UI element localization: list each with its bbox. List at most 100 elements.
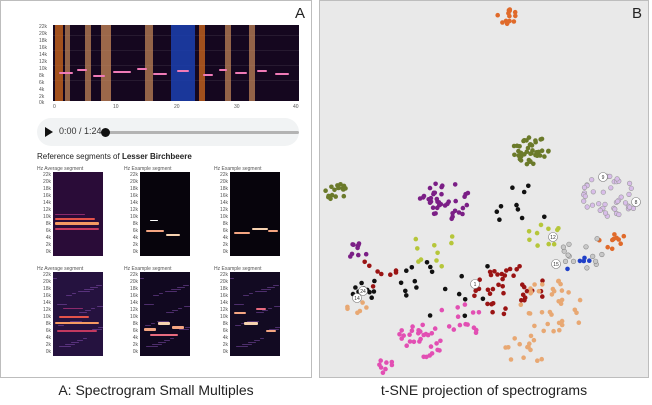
tsne-point[interactable] — [384, 360, 389, 365]
mini-spectrogram[interactable] — [140, 172, 190, 256]
highlighted-segment[interactable] — [65, 25, 70, 101]
cluster-label[interactable]: 1 — [470, 279, 480, 289]
tsne-point[interactable] — [612, 206, 618, 212]
tsne-point[interactable] — [410, 324, 415, 329]
mini-spectrogram[interactable] — [53, 172, 103, 256]
tsne-point[interactable] — [558, 301, 564, 307]
tsne-point[interactable] — [332, 187, 337, 193]
tsne-point[interactable] — [540, 278, 545, 284]
tsne-point[interactable] — [329, 192, 335, 198]
tsne-point[interactable] — [377, 362, 382, 368]
tsne-point[interactable] — [417, 196, 423, 201]
tsne-point[interactable] — [532, 282, 537, 287]
tsne-point[interactable] — [524, 288, 530, 294]
tsne-point[interactable] — [439, 191, 444, 197]
cluster-label[interactable]: 12 — [548, 232, 558, 242]
tsne-point[interactable] — [581, 184, 588, 191]
cluster-label[interactable]: 15 — [551, 259, 561, 269]
tsne-point[interactable] — [621, 233, 627, 239]
tsne-point[interactable] — [526, 135, 532, 140]
tsne-point[interactable] — [485, 301, 490, 307]
tsne-point[interactable] — [428, 344, 434, 349]
tsne-point[interactable] — [503, 306, 508, 311]
tsne-point[interactable] — [508, 357, 514, 362]
tsne-point[interactable] — [413, 236, 419, 242]
tsne-point[interactable] — [433, 181, 438, 187]
tsne-point[interactable] — [565, 252, 571, 258]
tsne-point[interactable] — [464, 202, 470, 208]
tsne-point[interactable] — [427, 185, 433, 191]
tsne-point[interactable] — [534, 150, 540, 156]
tsne-point[interactable] — [587, 258, 592, 264]
tsne-point[interactable] — [435, 347, 440, 353]
tsne-point[interactable] — [429, 331, 435, 336]
tsne-point[interactable] — [514, 143, 520, 149]
tsne-point[interactable] — [424, 260, 430, 265]
tsne-point[interactable] — [489, 301, 494, 307]
tsne-point[interactable] — [556, 320, 562, 326]
tsne-point[interactable] — [566, 241, 572, 247]
tsne-point[interactable] — [539, 136, 545, 142]
tsne-point[interactable] — [502, 273, 508, 278]
tsne-point[interactable] — [581, 258, 587, 264]
tsne-point[interactable] — [528, 333, 534, 339]
tsne-point[interactable] — [497, 217, 502, 222]
tsne-point[interactable] — [471, 325, 477, 331]
tsne-point[interactable] — [541, 328, 546, 334]
tsne-point[interactable] — [534, 230, 540, 236]
tsne-point[interactable] — [407, 332, 412, 338]
tsne-point[interactable] — [559, 288, 565, 293]
tsne-point[interactable] — [527, 237, 532, 243]
tsne-point[interactable] — [433, 211, 438, 216]
tsne-point[interactable] — [608, 185, 614, 191]
tsne-point[interactable] — [399, 328, 404, 333]
tsne-point[interactable] — [521, 138, 526, 144]
tsne-point[interactable] — [367, 289, 372, 295]
highlighted-segment[interactable] — [225, 25, 231, 101]
tsne-point[interactable] — [589, 177, 595, 183]
tsne-point[interactable] — [501, 290, 506, 296]
tsne-point[interactable] — [372, 278, 377, 284]
tsne-point[interactable] — [500, 284, 505, 289]
tsne-point[interactable] — [492, 269, 497, 274]
tsne-point[interactable] — [456, 210, 462, 215]
tsne-point[interactable] — [404, 268, 409, 274]
tsne-point[interactable] — [602, 201, 608, 207]
tsne-point[interactable] — [565, 266, 570, 272]
tsne-point[interactable] — [452, 182, 458, 187]
tsne-point[interactable] — [463, 321, 468, 327]
tsne-point[interactable] — [371, 289, 377, 294]
tsne-point[interactable] — [389, 359, 395, 365]
tsne-point[interactable] — [521, 189, 527, 195]
tsne-point[interactable] — [504, 268, 509, 273]
tsne-point[interactable] — [614, 176, 620, 182]
tsne-point[interactable] — [583, 244, 589, 250]
tsne-point[interactable] — [451, 327, 457, 332]
tsne-point[interactable] — [459, 273, 464, 279]
play-icon[interactable] — [45, 127, 53, 137]
tsne-point[interactable] — [462, 313, 468, 319]
tsne-point[interactable] — [455, 305, 460, 310]
tsne-point[interactable] — [570, 258, 577, 265]
tsne-point[interactable] — [546, 241, 551, 247]
tsne-point[interactable] — [353, 285, 358, 290]
tsne-point[interactable] — [495, 272, 500, 277]
tsne-point[interactable] — [438, 338, 443, 344]
tsne-point[interactable] — [533, 139, 538, 145]
tsne-point[interactable] — [599, 251, 605, 258]
tsne-point[interactable] — [341, 183, 347, 189]
tsne-point[interactable] — [590, 253, 596, 259]
tsne-point[interactable] — [582, 193, 588, 199]
tsne-point[interactable] — [500, 20, 505, 25]
tsne-point[interactable] — [535, 243, 540, 248]
tsne-point[interactable] — [445, 201, 450, 207]
tsne-point[interactable] — [345, 306, 350, 312]
tsne-point[interactable] — [528, 347, 533, 353]
tsne-point[interactable] — [519, 215, 525, 221]
tsne-point[interactable] — [341, 193, 347, 199]
tsne-point[interactable] — [521, 355, 526, 361]
tsne-point[interactable] — [521, 284, 527, 290]
tsne-point[interactable] — [355, 310, 360, 316]
tsne-point[interactable] — [442, 286, 448, 292]
